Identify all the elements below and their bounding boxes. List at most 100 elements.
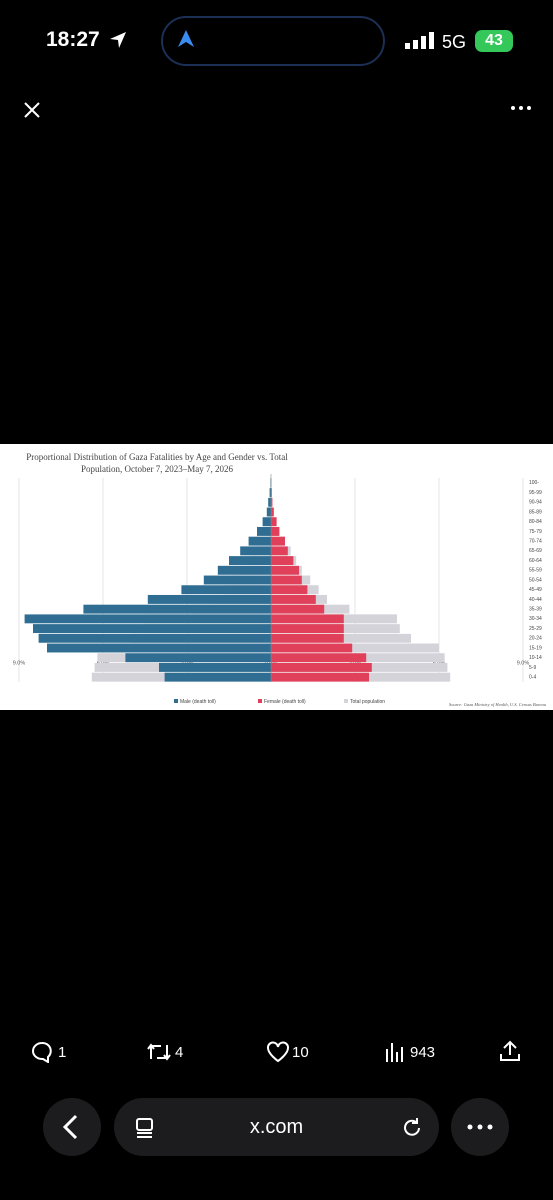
back-button[interactable] <box>43 1098 101 1156</box>
bar <box>271 517 277 527</box>
signal-icon <box>405 32 434 49</box>
repost-count: 4 <box>175 1044 184 1061</box>
tabs-icon <box>136 1118 153 1138</box>
y-tick-label: 45-49 <box>529 587 542 593</box>
legend-swatch <box>344 699 348 703</box>
bar <box>217 565 271 575</box>
legend-label: Total population <box>350 699 385 705</box>
y-tick-label: 55-59 <box>529 568 542 574</box>
chart-title: Proportional Distribution of Gaza Fatali… <box>26 452 288 474</box>
bar <box>271 653 367 663</box>
chart-image: Proportional Distribution of Gaza Fatali… <box>0 444 553 710</box>
back-icon <box>62 1114 78 1140</box>
bar <box>159 662 271 672</box>
bar <box>271 488 272 498</box>
bar <box>164 672 271 682</box>
y-tick-label: 50-54 <box>529 577 542 583</box>
bar <box>271 526 280 536</box>
menu-button[interactable] <box>451 1098 509 1156</box>
bar <box>248 536 271 546</box>
bar <box>257 526 271 536</box>
repost-icon[interactable] <box>146 1041 172 1063</box>
location-icon <box>110 32 126 48</box>
y-tick-label: 15-19 <box>529 645 542 651</box>
bar <box>271 565 299 575</box>
y-tick-label: 100- <box>529 480 539 486</box>
chart: 9.0%6.0%3.0%0.0%3.0%6.0%9.0%100-95-9990-… <box>13 474 547 708</box>
bar <box>271 643 439 653</box>
y-tick-label: 90-94 <box>529 500 542 506</box>
x-tick-label: 9.0% <box>517 660 530 666</box>
legend-swatch <box>174 699 178 703</box>
legend-label: Female (death toll) <box>264 699 306 705</box>
bar <box>38 633 271 643</box>
menu-icon <box>467 1124 493 1130</box>
like-count: 10 <box>292 1044 309 1061</box>
reply-icon[interactable] <box>31 1041 53 1063</box>
like-icon[interactable] <box>266 1041 290 1063</box>
y-tick-label: 0-4 <box>529 674 536 680</box>
source: Source: Gaza Ministry of Health, U.S. Ce… <box>449 702 547 708</box>
bar <box>271 672 369 682</box>
bar <box>181 585 271 595</box>
bar <box>262 517 271 527</box>
legend-label: Male (death toll) <box>180 699 216 705</box>
y-tick-label: 5-9 <box>529 665 536 671</box>
bar <box>271 575 302 585</box>
y-tick-label: 85-89 <box>529 509 542 515</box>
bar <box>271 546 288 556</box>
y-tick-label: 95-99 <box>529 490 542 496</box>
view-count: 943 <box>410 1044 436 1061</box>
bar <box>271 536 285 546</box>
bar <box>147 594 271 604</box>
bar <box>266 507 271 517</box>
y-tick-label: 75-79 <box>529 529 542 535</box>
x-tick-label: 9.0% <box>13 660 26 666</box>
reload-icon[interactable] <box>400 1116 424 1140</box>
address-bar[interactable]: x.com <box>114 1098 439 1156</box>
reply-count: 1 <box>58 1044 67 1061</box>
bar <box>271 585 308 595</box>
bar <box>83 604 272 614</box>
bar <box>240 546 271 556</box>
views-icon[interactable] <box>385 1041 405 1063</box>
more-button[interactable] <box>510 104 532 112</box>
legend-swatch <box>258 699 262 703</box>
bar <box>271 643 353 653</box>
bar <box>125 653 272 663</box>
url: x.com <box>249 1116 304 1138</box>
bar <box>33 624 271 634</box>
y-tick-label: 80-84 <box>529 519 542 525</box>
bar <box>271 624 344 634</box>
bar <box>271 556 294 566</box>
y-tick-label: 35-39 <box>529 606 542 612</box>
close-button[interactable] <box>22 100 42 120</box>
bar <box>24 614 271 624</box>
bar <box>47 643 271 653</box>
bar <box>271 662 372 672</box>
bar <box>271 507 274 517</box>
y-tick-label: 20-24 <box>529 636 542 642</box>
bar <box>268 497 271 507</box>
nav-icon <box>178 30 194 47</box>
bar <box>203 575 271 585</box>
bar <box>271 497 273 507</box>
y-tick-label: 70-74 <box>529 538 542 544</box>
y-tick-label: 40-44 <box>529 597 542 603</box>
bar <box>271 633 344 643</box>
battery: 43 <box>475 30 513 52</box>
y-tick-label: 30-34 <box>529 616 542 622</box>
bar <box>269 488 271 498</box>
share-icon[interactable] <box>499 1040 521 1062</box>
y-tick-label: 25-29 <box>529 626 542 632</box>
bar <box>229 556 271 566</box>
bar <box>271 604 325 614</box>
clock: 18:27 <box>46 28 100 51</box>
y-tick-label: 60-64 <box>529 558 542 564</box>
bar <box>271 614 344 624</box>
y-tick-label: 65-69 <box>529 548 542 554</box>
dynamic-island <box>161 16 385 66</box>
bar <box>271 594 316 604</box>
network: 5G <box>442 32 467 52</box>
